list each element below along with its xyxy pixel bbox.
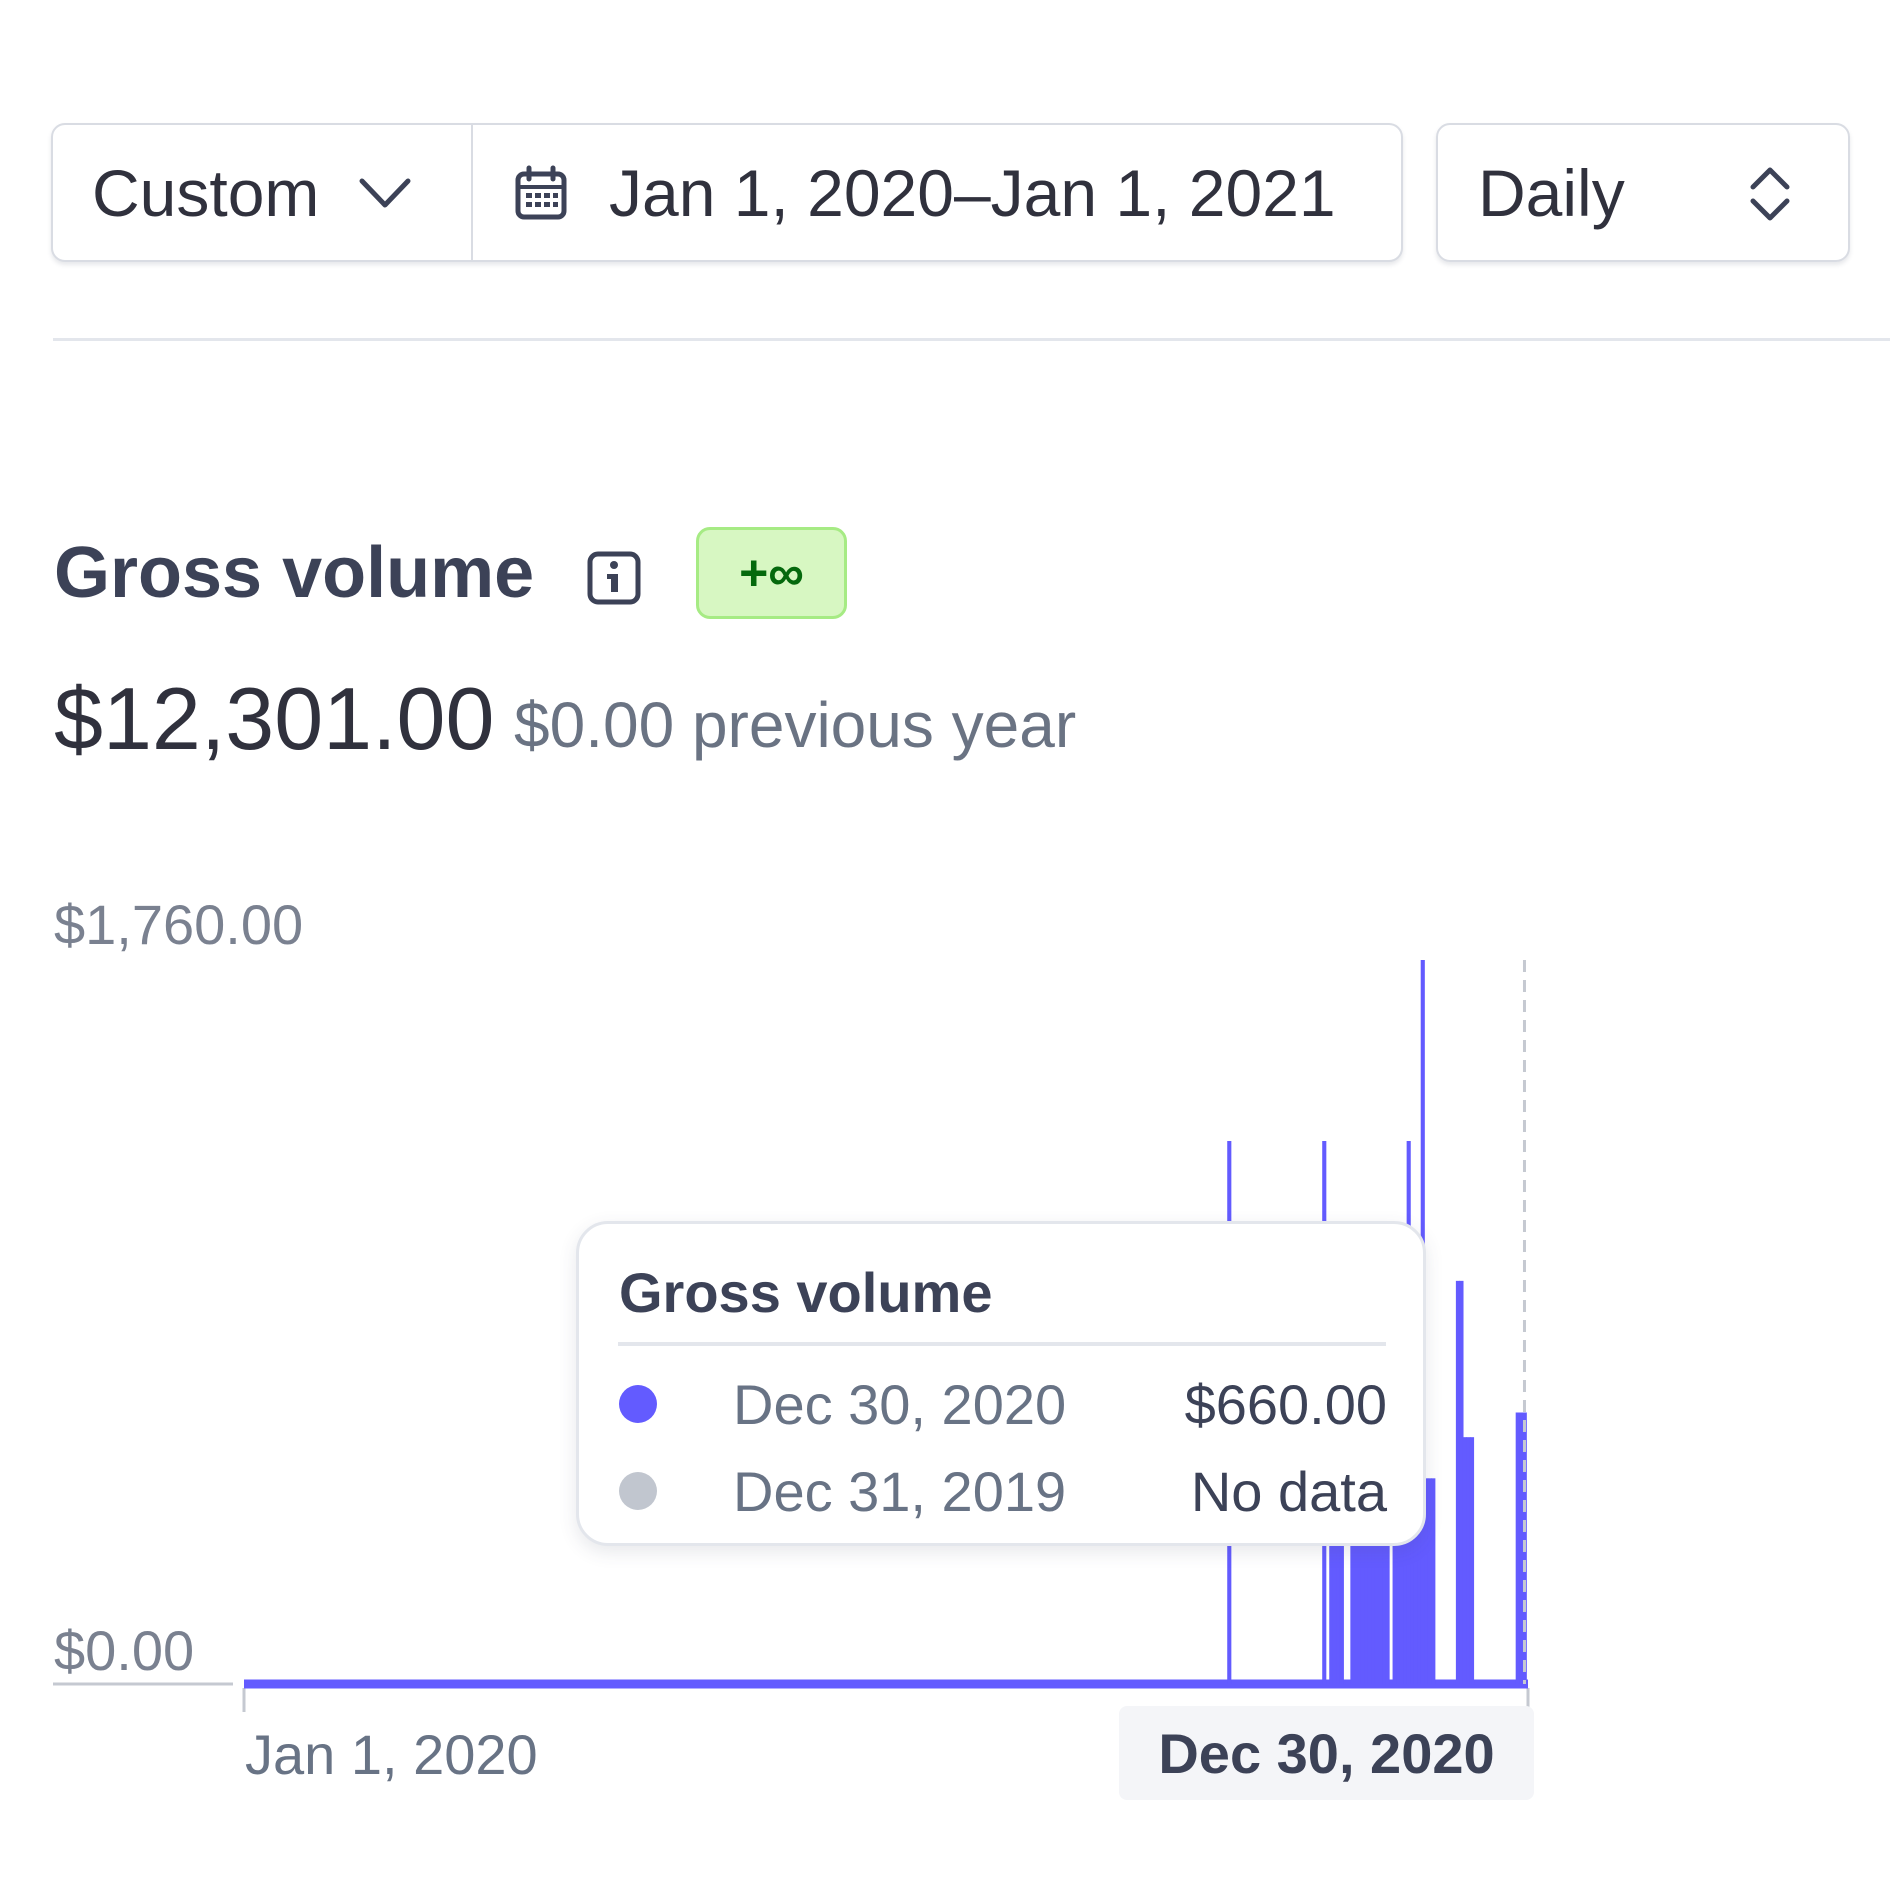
- data-point-2020-11-16: [1367, 1478, 1373, 1684]
- data-point-2020-11-12: [1353, 1478, 1358, 1684]
- x-tick-label-start: Jan 1, 2020: [245, 1723, 538, 1786]
- data-point-2020-12-02: [1424, 1478, 1429, 1684]
- data-point-2020-11-30: [1417, 1478, 1422, 1684]
- tooltip-value-previous: No data: [1190, 1460, 1387, 1523]
- data-point-2020-11-08: [1339, 1478, 1344, 1684]
- tooltip-divider: [618, 1342, 1386, 1346]
- data-point-2020-11-21: [1385, 1478, 1390, 1684]
- data-point-2020-11-13: [1357, 1478, 1362, 1684]
- data-point-2020-11-20: [1382, 1478, 1387, 1684]
- data-point-2020-12-14: [1466, 1437, 1471, 1684]
- calendar-icon: [515, 165, 567, 219]
- tooltip-date-previous: Dec 31, 2019: [733, 1460, 1067, 1523]
- date-range-label: Jan 1, 2020–Jan 1, 2021: [609, 155, 1336, 230]
- data-point-2020-11-14: [1360, 1478, 1366, 1684]
- series-dot-current: [619, 1385, 657, 1423]
- tooltip-row-previous: Dec 31, 2019 No data: [619, 1455, 1387, 1525]
- y-tick-label-max: $1,760.00: [54, 893, 304, 956]
- data-point-2020-11-29: [1413, 1478, 1418, 1684]
- interval-label: Daily: [1478, 155, 1625, 230]
- data-point-2020-11-19: [1378, 1478, 1383, 1684]
- data-point-2020-11-23: [1392, 1412, 1397, 1684]
- change-badge: +∞: [696, 527, 847, 619]
- metric-value: $12,301.00: [54, 669, 495, 768]
- data-point-2020-11-17: [1371, 1478, 1376, 1684]
- interval-select[interactable]: Daily: [1436, 123, 1850, 262]
- divider: [53, 338, 1890, 341]
- data-point-2020-12-12: [1459, 1280, 1464, 1684]
- data-point-2020-12-15: [1469, 1437, 1475, 1684]
- data-point-2020-11-07: [1336, 1478, 1341, 1684]
- data-point-2020-11-18: [1374, 1478, 1380, 1684]
- range-preset-dropdown[interactable]: Custom: [53, 125, 473, 260]
- metric-comparison: $0.00 previous year: [514, 689, 1077, 761]
- tooltip-row-current: Dec 30, 2020 $660.00: [619, 1368, 1387, 1438]
- tooltip-title: Gross volume: [619, 1261, 993, 1324]
- data-point-2020-12-29: [1519, 1412, 1524, 1684]
- x-tick-label-hover: Dec 30, 2020: [1119, 1706, 1534, 1800]
- data-point-2020-12-04: [1431, 1478, 1436, 1684]
- chevron-updown-icon: [1750, 167, 1790, 221]
- data-point-2020-11-25: [1399, 1412, 1404, 1684]
- data-point-2020-11-28: [1410, 1478, 1415, 1684]
- tooltip-value-current: $660.00: [1184, 1373, 1387, 1436]
- data-point-2020-11-15: [1364, 1478, 1369, 1684]
- chevron-down-icon: [359, 178, 411, 207]
- data-point-2020-11-06: [1332, 1478, 1337, 1684]
- y-tick-label-zero: $0.00: [54, 1619, 195, 1682]
- chart-tooltip: Gross volume Dec 30, 2020 $660.00 Dec 31…: [576, 1221, 1426, 1546]
- metric-title: Gross volume: [54, 533, 535, 613]
- data-point-2020-12-13: [1462, 1437, 1468, 1684]
- data-point-2020-12-28: [1515, 1412, 1520, 1684]
- date-range-control: Custom Jan 1, 2020–Jan 1, 2021: [51, 123, 1403, 262]
- tooltip-date-current: Dec 30, 2020: [733, 1373, 1067, 1436]
- date-range-picker[interactable]: Jan 1, 2020–Jan 1, 2021: [473, 125, 1401, 260]
- info-icon[interactable]: [586, 550, 642, 606]
- data-point-2020-11-05: [1329, 1478, 1334, 1684]
- data-point-2020-12-03: [1427, 1478, 1432, 1684]
- data-point-2020-12-11: [1455, 1280, 1460, 1684]
- data-point-2020-11-11: [1350, 1478, 1355, 1684]
- data-point-2020-11-26: [1403, 1412, 1408, 1684]
- data-point-2020-11-24: [1396, 1412, 1401, 1684]
- series-dot-previous: [619, 1472, 657, 1510]
- range-preset-label: Custom: [92, 155, 320, 230]
